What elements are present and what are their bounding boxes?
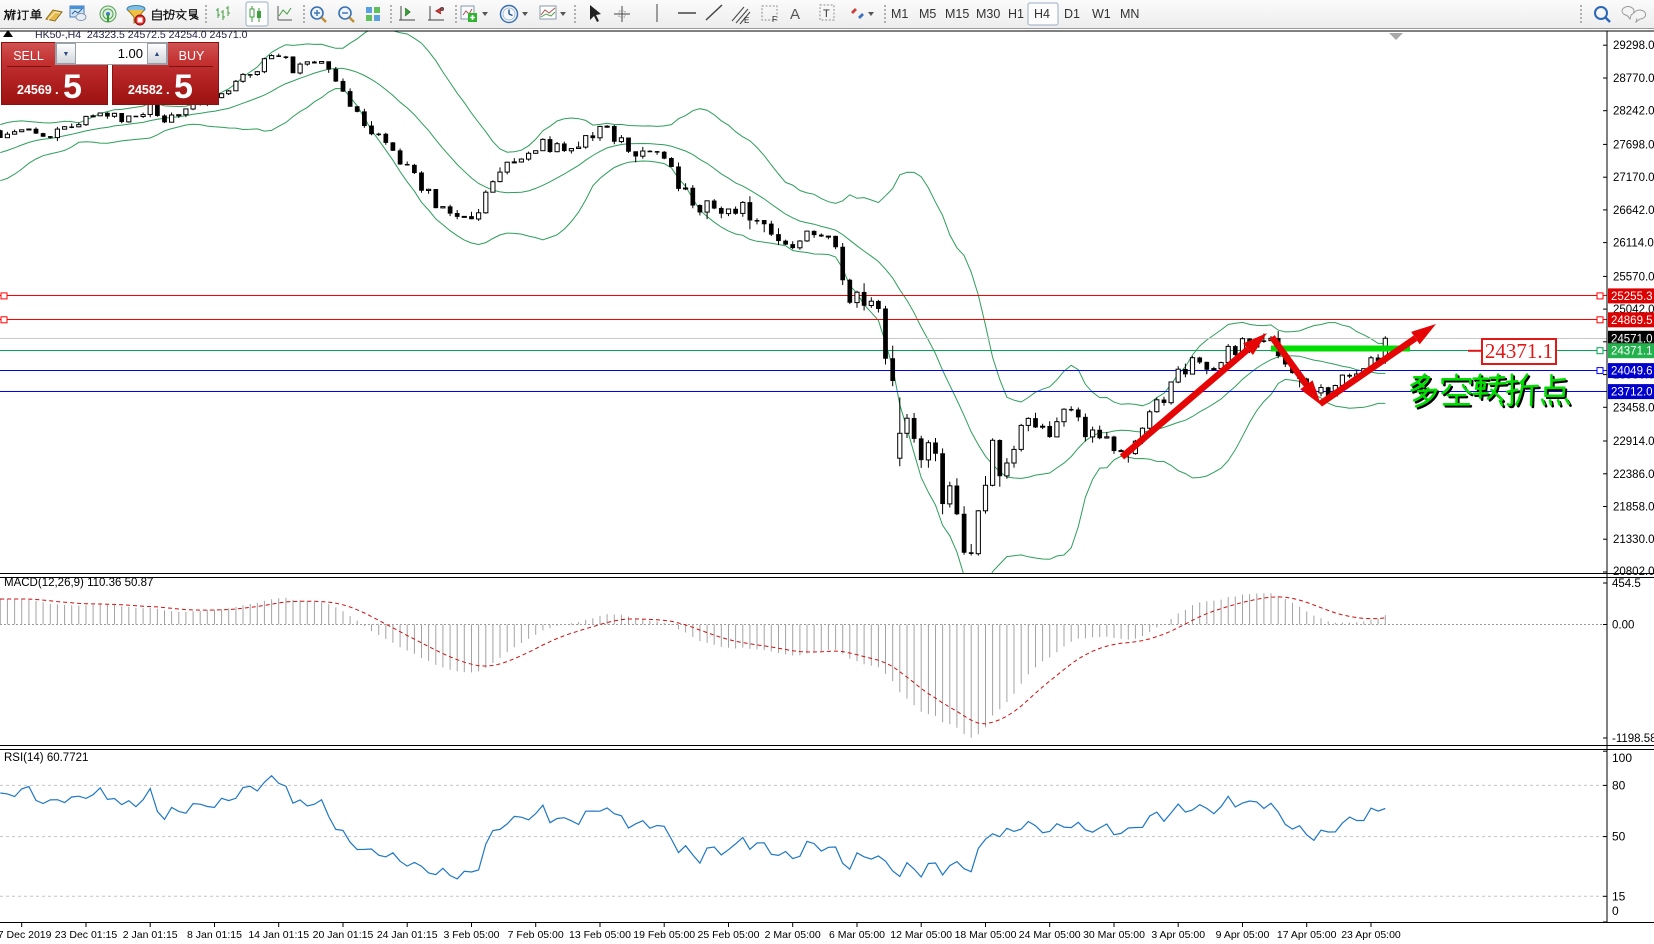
svg-text:3 Apr 05:00: 3 Apr 05:00	[1151, 929, 1205, 941]
svg-text:9 Apr 05:00: 9 Apr 05:00	[1216, 929, 1270, 941]
svg-text:W1: W1	[1092, 7, 1111, 21]
svg-text:3 Feb 05:00: 3 Feb 05:00	[443, 929, 499, 941]
svg-text:12 Mar 05:00: 12 Mar 05:00	[890, 929, 952, 941]
svg-text:29298.0: 29298.0	[1613, 40, 1654, 52]
svg-text:17 Apr 05:00: 17 Apr 05:00	[1277, 929, 1337, 941]
svg-text:22386.0: 22386.0	[1613, 469, 1654, 481]
svg-text:2 Jan 01:15: 2 Jan 01:15	[123, 929, 178, 941]
svg-text:26642.0: 26642.0	[1613, 205, 1654, 217]
svg-text:24 Mar 05:00: 24 Mar 05:00	[1019, 929, 1081, 941]
svg-text:24049.6: 24049.6	[1611, 366, 1653, 378]
svg-text:28242.0: 28242.0	[1613, 106, 1654, 118]
svg-text:M15: M15	[945, 7, 969, 21]
svg-text:M5: M5	[919, 7, 936, 21]
svg-text:M1: M1	[891, 7, 908, 21]
svg-text:8 Jan 01:15: 8 Jan 01:15	[187, 929, 242, 941]
svg-text:100: 100	[1612, 751, 1632, 765]
svg-text:H1: H1	[1008, 7, 1024, 21]
svg-text:24371.1: 24371.1	[1485, 339, 1553, 363]
svg-text:E: E	[744, 16, 749, 25]
svg-text:27698.0: 27698.0	[1613, 139, 1654, 151]
svg-text:24 Jan 01:15: 24 Jan 01:15	[377, 929, 438, 941]
svg-text:23458.0: 23458.0	[1613, 402, 1654, 414]
svg-text:19 Feb 05:00: 19 Feb 05:00	[633, 929, 695, 941]
svg-text:14 Jan 01:15: 14 Jan 01:15	[248, 929, 309, 941]
svg-text:23 Apr 05:00: 23 Apr 05:00	[1341, 929, 1401, 941]
svg-text:20802.0: 20802.0	[1613, 566, 1654, 578]
svg-text:RSI(14) 60.7721: RSI(14) 60.7721	[4, 752, 88, 764]
svg-text:15: 15	[1612, 889, 1626, 903]
svg-text:M30: M30	[976, 7, 1000, 21]
svg-text:23 Dec 01:15: 23 Dec 01:15	[55, 929, 118, 941]
svg-text:26114.0: 26114.0	[1613, 238, 1654, 250]
svg-text:20 Jan 01:15: 20 Jan 01:15	[313, 929, 374, 941]
svg-text:23712.0: 23712.0	[1611, 387, 1653, 399]
svg-text:24571.0: 24571.0	[1611, 333, 1653, 345]
svg-text:21858.0: 21858.0	[1613, 502, 1654, 514]
svg-text:D1: D1	[1064, 7, 1080, 21]
svg-text:2 Mar 05:00: 2 Mar 05:00	[765, 929, 821, 941]
svg-text:17 Dec 2019: 17 Dec 2019	[0, 929, 52, 941]
svg-text:MN: MN	[1120, 7, 1139, 21]
svg-text:50: 50	[1612, 830, 1626, 844]
svg-text:T: T	[823, 8, 830, 20]
svg-text:22914.0: 22914.0	[1613, 436, 1654, 448]
svg-text:7 Feb 05:00: 7 Feb 05:00	[508, 929, 564, 941]
svg-text:6 Mar 05:00: 6 Mar 05:00	[829, 929, 885, 941]
svg-text:H4: H4	[1034, 7, 1050, 21]
svg-text:0.00: 0.00	[1612, 620, 1634, 632]
svg-text:28770.0: 28770.0	[1613, 73, 1654, 85]
svg-text:30 Mar 05:00: 30 Mar 05:00	[1083, 929, 1145, 941]
svg-text:13 Feb 05:00: 13 Feb 05:00	[569, 929, 631, 941]
svg-text:454.5: 454.5	[1612, 578, 1641, 590]
svg-text:25 Feb 05:00: 25 Feb 05:00	[698, 929, 760, 941]
svg-text:27170.0: 27170.0	[1613, 172, 1654, 184]
svg-text:80: 80	[1612, 778, 1626, 792]
svg-text:25570.0: 25570.0	[1613, 271, 1654, 283]
svg-text:18 Mar 05:00: 18 Mar 05:00	[955, 929, 1017, 941]
svg-text:A: A	[790, 6, 800, 23]
svg-text:25255.3: 25255.3	[1611, 291, 1653, 303]
svg-text:24371.1: 24371.1	[1611, 346, 1653, 358]
svg-text:-1198.58: -1198.58	[1612, 733, 1654, 745]
svg-text:21330.0: 21330.0	[1613, 534, 1654, 546]
svg-text:0: 0	[1612, 904, 1619, 918]
svg-text:F: F	[772, 15, 777, 24]
svg-text:24869.5: 24869.5	[1611, 315, 1653, 327]
svg-text:MACD(12,26,9) 110.36 50.87: MACD(12,26,9) 110.36 50.87	[4, 577, 153, 589]
